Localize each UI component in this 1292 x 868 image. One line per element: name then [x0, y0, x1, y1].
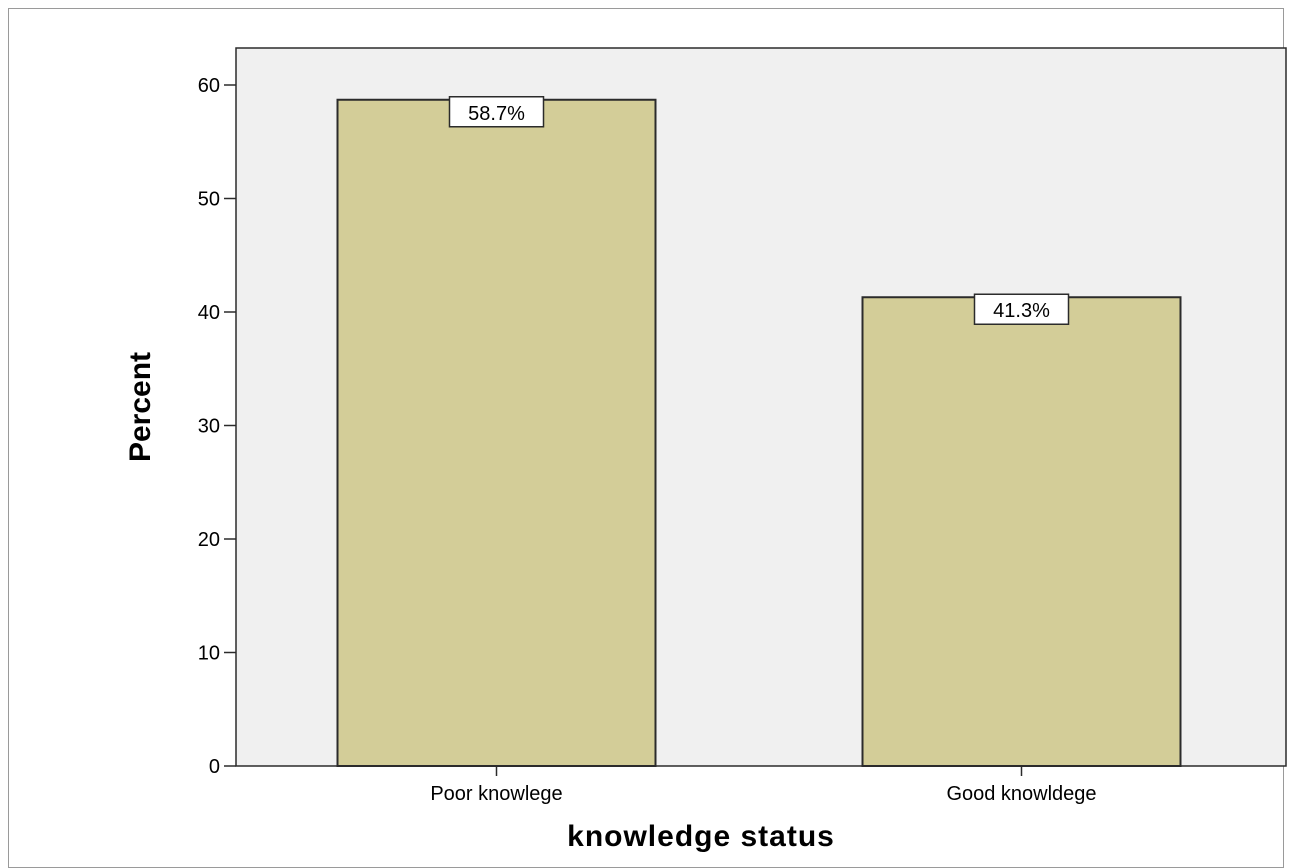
- y-tick-label: 20: [198, 529, 220, 551]
- data-label-box: [448, 96, 545, 128]
- data-label: 41.3%: [993, 300, 1050, 322]
- data-label-box: [973, 293, 1070, 325]
- y-axis: 0 10 20 30 40 50 60: [198, 75, 236, 778]
- y-tick-label: 60: [198, 75, 220, 97]
- y-tick-label: 10: [198, 643, 220, 665]
- y-tick-label: 50: [198, 189, 220, 211]
- y-tick-label: 40: [198, 302, 220, 324]
- y-axis-title: Percent: [124, 352, 157, 462]
- x-tick-label: Poor knowlege: [430, 783, 562, 805]
- bars: 58.7% 41.3%: [336, 96, 1182, 767]
- y-tick-label: 30: [198, 416, 220, 438]
- x-tick-label: Good knowldege: [946, 783, 1096, 805]
- y-tick-label: 0: [209, 756, 220, 778]
- data-label: 58.7%: [468, 103, 525, 125]
- bar: [861, 296, 1182, 767]
- x-axis-title: knowledge status: [567, 820, 835, 852]
- x-axis: Poor knowlege Good knowldege: [430, 766, 1097, 805]
- bar: [336, 98, 657, 767]
